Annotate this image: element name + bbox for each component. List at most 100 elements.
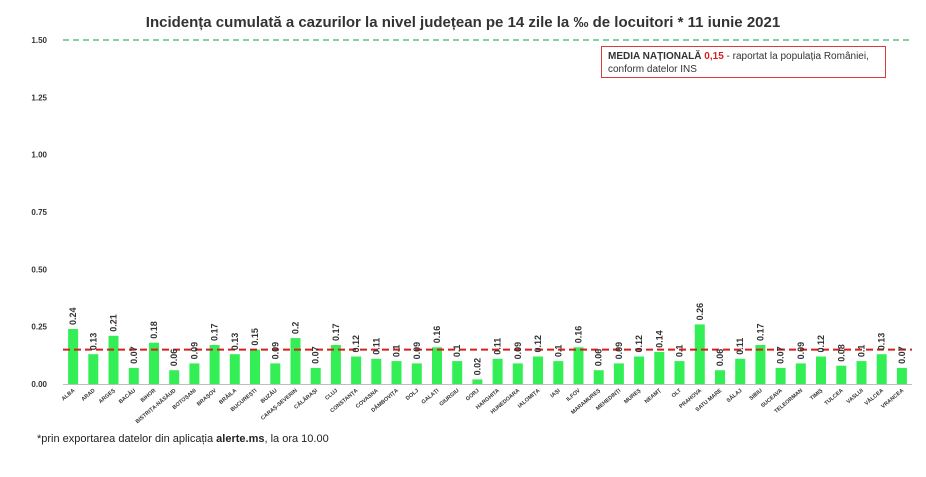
bar xyxy=(452,361,463,384)
value-label: 0.08 xyxy=(836,344,846,362)
bar xyxy=(371,358,382,384)
bar xyxy=(593,370,604,384)
category-label: BRAȘOV xyxy=(196,388,218,408)
value-label: 0.26 xyxy=(695,303,705,321)
national-average-note: MEDIA NAȚIONALĂ 0,15 - raportat la popul… xyxy=(601,46,886,78)
bar xyxy=(492,358,503,384)
value-label: 0.16 xyxy=(574,326,584,344)
y-tick-label: 1.00 xyxy=(31,151,47,160)
bar xyxy=(654,351,665,384)
value-label: 0.11 xyxy=(493,338,503,355)
bar xyxy=(68,329,79,384)
value-label: 0.13 xyxy=(877,333,887,351)
value-label: 0.1 xyxy=(452,345,462,358)
bar xyxy=(674,361,685,384)
value-label: 0.06 xyxy=(169,349,179,367)
bar xyxy=(209,345,220,384)
value-label: 0.09 xyxy=(189,342,199,360)
bar xyxy=(88,354,99,384)
category-label: OLT xyxy=(671,388,683,400)
category-label: CARAȘ-SEVERIN xyxy=(260,388,299,422)
footnote-source: alerte.ms xyxy=(216,433,265,445)
value-label: 0.07 xyxy=(129,346,139,364)
value-label: 0.1 xyxy=(675,345,685,358)
bar xyxy=(128,367,139,384)
national-average-value: 0,15 xyxy=(704,51,724,62)
value-label: 0.12 xyxy=(816,335,826,353)
category-label: BUZĂU xyxy=(259,387,278,405)
bar xyxy=(715,370,725,384)
bar xyxy=(553,361,564,384)
category-label: ALBA xyxy=(61,388,77,402)
value-label: 0.07 xyxy=(776,346,786,364)
category-label: GORJ xyxy=(465,388,481,403)
bar xyxy=(613,363,624,384)
value-label: 0.16 xyxy=(432,326,442,344)
value-label: 0.11 xyxy=(371,338,381,355)
bar xyxy=(229,354,240,384)
national-average-text-1: - raportat la populația României, xyxy=(726,51,869,62)
category-label: CLUJ xyxy=(324,388,339,402)
value-label: 0.2 xyxy=(291,322,301,335)
bar xyxy=(290,338,301,384)
category-label: SIBIU xyxy=(749,388,764,402)
category-label: BACĂU xyxy=(117,387,137,405)
bar xyxy=(250,349,260,384)
bar xyxy=(108,335,119,384)
category-label: SĂLAJ xyxy=(725,387,743,404)
value-label: 0.17 xyxy=(331,323,341,341)
category-label: VASLUI xyxy=(846,388,865,406)
value-label: 0.12 xyxy=(533,335,543,353)
bar xyxy=(169,370,180,384)
value-label: 0.02 xyxy=(472,358,482,376)
value-label: 0.1 xyxy=(857,345,867,358)
bar xyxy=(512,363,523,384)
value-label: 0.06 xyxy=(715,349,725,367)
bar xyxy=(573,347,584,384)
bar xyxy=(310,367,321,384)
category-label: TULCEA xyxy=(824,388,845,407)
value-label: 0.1 xyxy=(553,345,563,358)
value-label: 0.18 xyxy=(149,321,159,339)
bar xyxy=(856,361,867,384)
value-label: 0.11 xyxy=(735,338,745,355)
bar xyxy=(432,347,442,384)
value-label: 0.12 xyxy=(634,335,644,353)
bar xyxy=(795,363,806,384)
value-label: 0.09 xyxy=(796,342,806,360)
bar xyxy=(816,356,826,384)
value-label: 0.13 xyxy=(230,333,240,351)
value-label: 0.07 xyxy=(897,346,907,364)
footnote-text-after: , la ora 10.00 xyxy=(264,433,329,445)
national-average-label: MEDIA NAȚIONALĂ xyxy=(608,51,702,62)
category-label: IALOMIȚA xyxy=(517,388,541,410)
y-tick-label: 0.00 xyxy=(31,380,47,389)
value-label: 0.09 xyxy=(614,342,624,360)
bar xyxy=(755,345,766,384)
bar xyxy=(876,354,887,384)
value-label: 0.1 xyxy=(392,345,402,358)
bar xyxy=(330,345,341,384)
y-tick-label: 1.25 xyxy=(31,93,47,102)
y-tick-label: 0.50 xyxy=(31,265,47,274)
category-label: MUREȘ xyxy=(623,388,642,406)
value-label: 0.21 xyxy=(109,314,119,332)
chart-title: Incidența cumulată a cazurilor la nivel … xyxy=(145,14,781,31)
category-label: BIHOR xyxy=(140,388,157,404)
value-label: 0.17 xyxy=(755,323,765,341)
category-label: DOLJ xyxy=(405,388,420,402)
footnote-text-before: *prin exportarea datelor din aplicația xyxy=(37,433,217,445)
bar xyxy=(270,363,281,384)
category-label: VRANCEA xyxy=(880,388,905,410)
value-label: 0.13 xyxy=(88,333,98,351)
bar xyxy=(533,356,543,384)
category-label: ARGEȘ xyxy=(98,388,117,405)
y-tick-label: 1.50 xyxy=(31,36,47,45)
value-label: 0.17 xyxy=(210,323,220,341)
value-label: 0.15 xyxy=(250,328,260,346)
category-label: NEAMȚ xyxy=(644,388,663,406)
category-label: GIURGIU xyxy=(439,388,461,408)
category-label: IAȘI xyxy=(550,388,562,400)
